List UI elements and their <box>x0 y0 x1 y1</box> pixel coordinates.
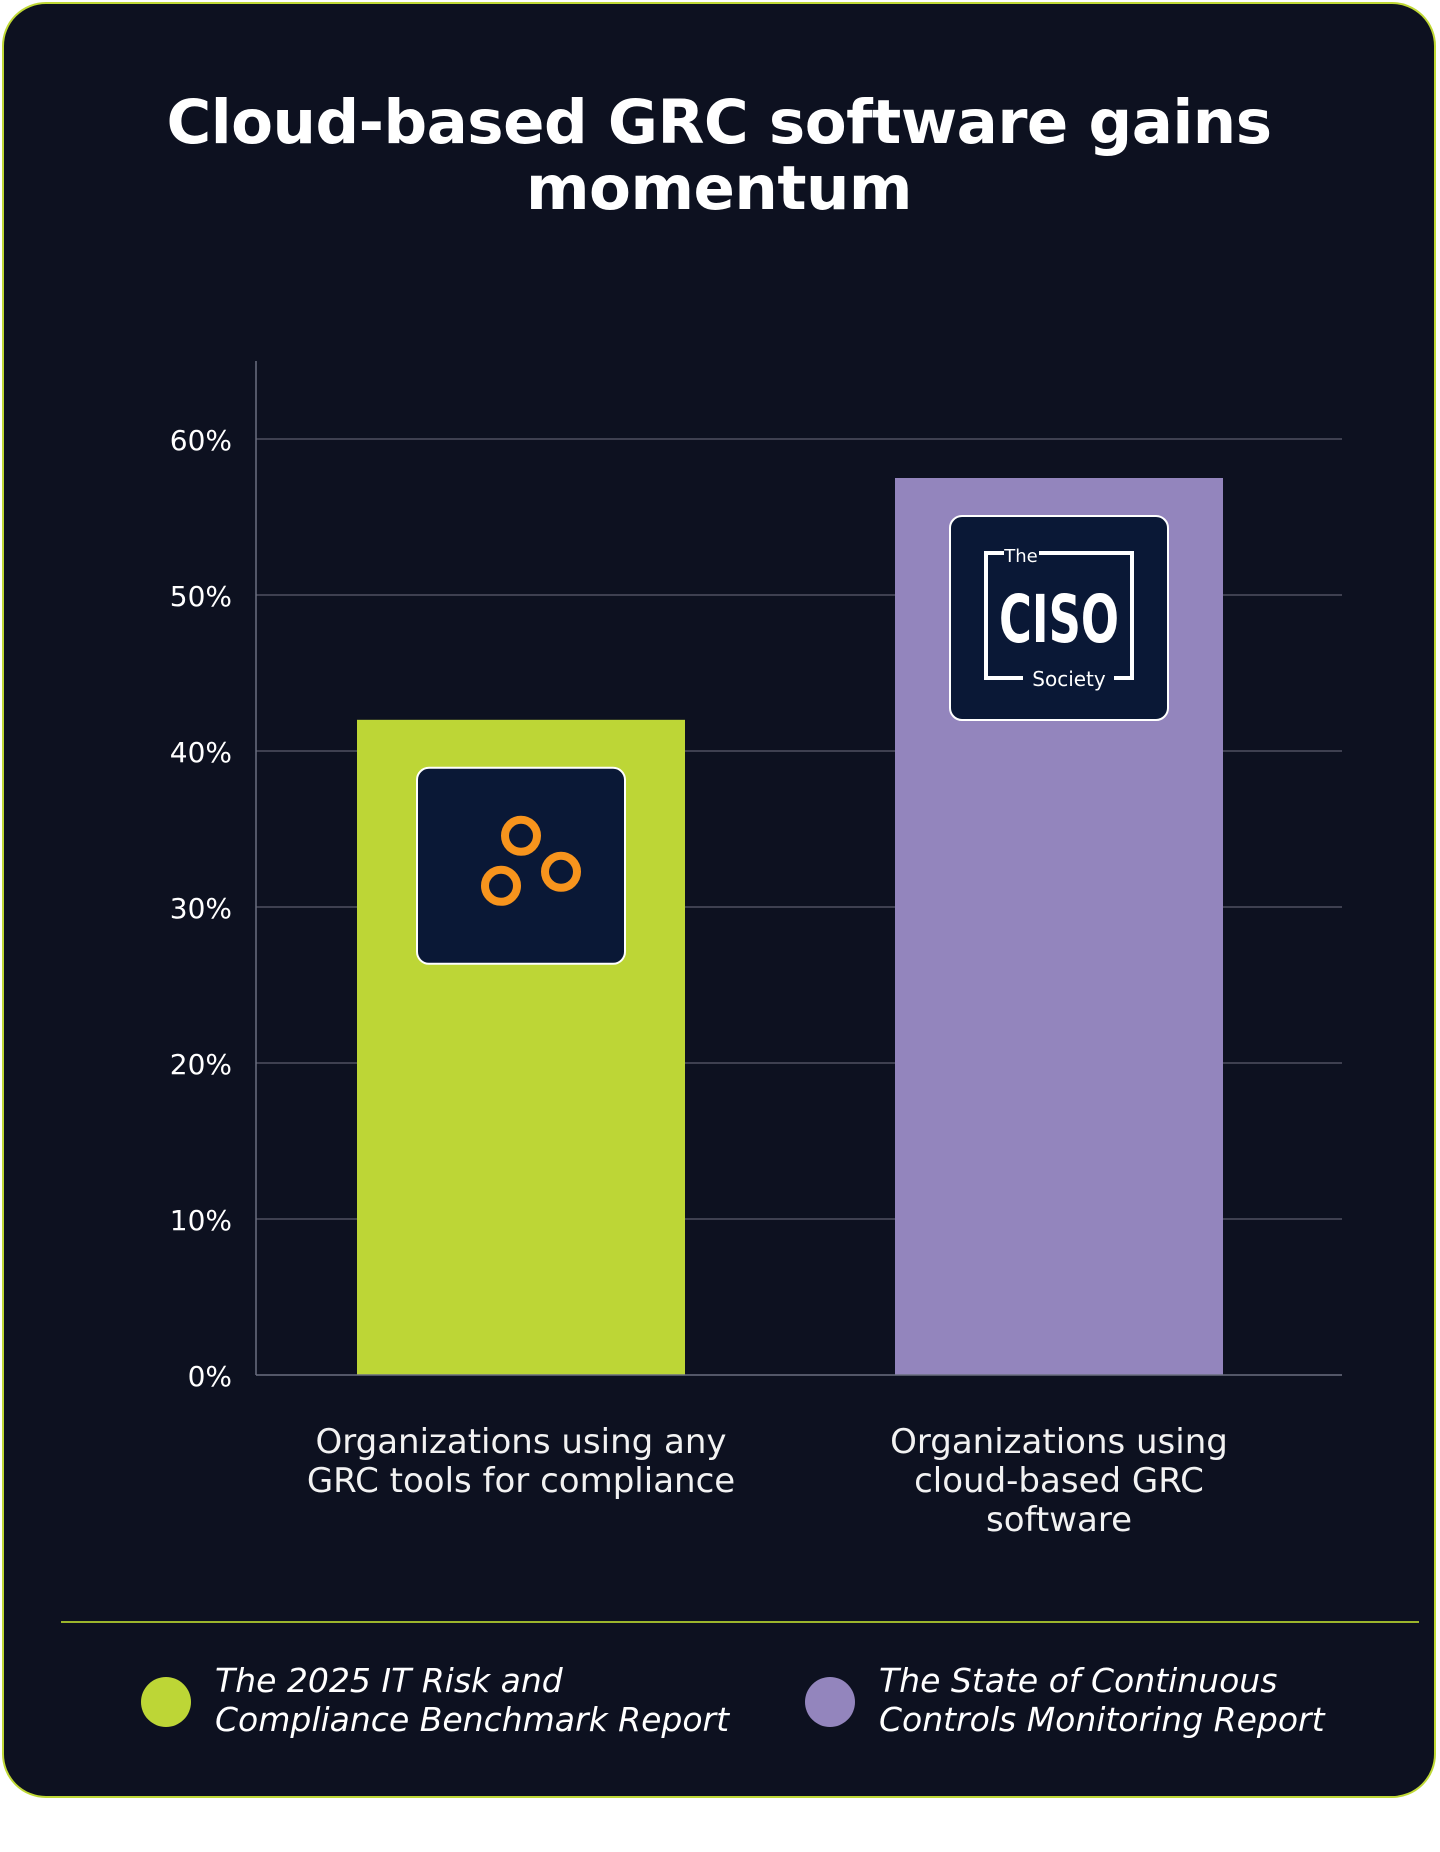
y-tick-label: 30% <box>170 892 232 925</box>
legend-label-benchmark: The 2025 IT Risk and Compliance Benchmar… <box>215 1661 730 1739</box>
y-tick-label: 60% <box>170 424 232 457</box>
chart-card: Cloud-based GRC software gains momentum … <box>2 2 1436 1798</box>
ciso-logo-top: The <box>1003 546 1037 567</box>
ciso-frame-right <box>1039 551 1134 680</box>
three-rings-logo <box>416 766 626 965</box>
logo-tile <box>416 766 626 965</box>
y-tick-label: 50% <box>170 580 232 613</box>
y-tick-label: 0% <box>188 1360 232 1393</box>
chart-title: Cloud-based GRC software gains momentum <box>166 87 1272 224</box>
legend-divider <box>61 1621 1419 1623</box>
legend-item-ccm: The State of Continuous Controls Monitor… <box>805 1661 1339 1739</box>
y-tick-label: 20% <box>170 1048 232 1081</box>
y-axis-ticks: 0% 10% 20% 30% 40% 50% 60% <box>170 424 232 1393</box>
legend-label-ccm: The State of Continuous Controls Monitor… <box>879 1661 1325 1739</box>
ring-icon <box>501 815 541 856</box>
ciso-logo-main: CISO <box>999 581 1119 658</box>
ring-icon <box>541 851 581 892</box>
y-tick-label: 10% <box>170 1204 232 1237</box>
category-label-cloud-grc: Organizations using cloud-based GRC soft… <box>890 1422 1228 1540</box>
logo-tile <box>949 515 1169 721</box>
legend-item-benchmark: The 2025 IT Risk and Compliance Benchmar… <box>141 1661 755 1739</box>
bar-chart: The CISO Society 0% 10% 20% 30% 40% 50% 60% <box>170 361 1342 1393</box>
legend-swatch-green <box>141 1677 191 1727</box>
ciso-frame-left <box>984 551 1023 680</box>
category-label-any-grc: Organizations using any GRC tools for co… <box>306 1422 736 1501</box>
ring-icon <box>481 865 521 906</box>
ciso-logo-bottom: Society <box>1032 667 1106 691</box>
y-tick-label: 40% <box>170 736 232 769</box>
bars: The CISO Society <box>357 478 1223 1375</box>
ciso-society-logo: The CISO Society <box>949 515 1169 721</box>
legend-swatch-purple <box>805 1677 855 1727</box>
